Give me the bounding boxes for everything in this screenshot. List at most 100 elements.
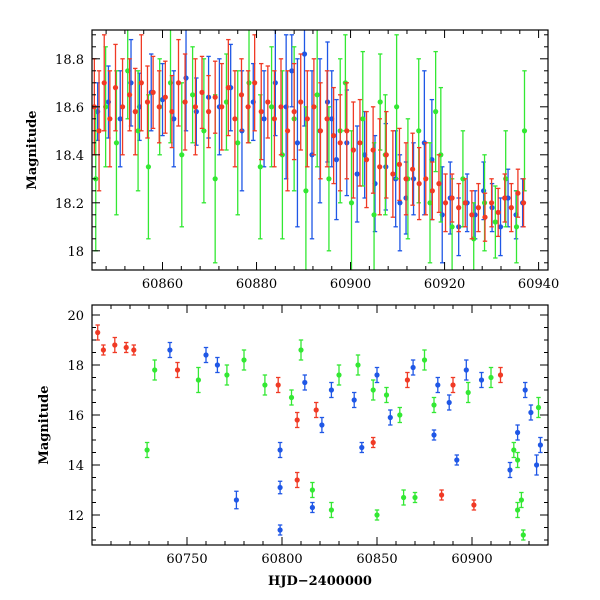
data-layer — [92, 30, 528, 270]
data-point — [182, 99, 188, 105]
data-point — [333, 157, 340, 163]
data-point — [449, 224, 455, 230]
data-point — [363, 157, 370, 163]
data-point — [431, 432, 437, 438]
data-point — [119, 104, 126, 110]
data-point — [495, 209, 501, 215]
data-point — [245, 104, 251, 110]
data-point — [275, 382, 281, 388]
data-point — [497, 224, 504, 230]
data-point — [257, 164, 263, 170]
data-point — [377, 99, 383, 105]
data-point — [132, 109, 138, 115]
series-red — [92, 34, 527, 242]
data-point — [258, 109, 264, 115]
data-point — [162, 94, 168, 100]
data-point — [465, 389, 471, 396]
data-point — [404, 377, 410, 383]
data-point — [212, 176, 218, 182]
data-point — [95, 329, 101, 336]
data-point — [374, 372, 380, 378]
data-point — [513, 224, 520, 230]
data-point — [179, 152, 185, 158]
data-point — [488, 200, 495, 206]
data-point — [301, 51, 308, 57]
data-point — [298, 99, 304, 105]
data-point — [520, 532, 526, 538]
data-point — [371, 212, 377, 218]
data-point — [507, 467, 513, 473]
data-point — [112, 85, 119, 91]
x-tick-label: 60860 — [142, 277, 183, 292]
data-point — [309, 504, 315, 511]
y-axis-title: Magnitude — [25, 110, 40, 189]
data-point — [302, 379, 308, 386]
data-point — [410, 166, 416, 172]
y-tick-label: 18.2 — [55, 197, 84, 212]
data-point — [433, 109, 439, 115]
data-point — [515, 190, 521, 196]
data-point — [446, 399, 452, 406]
data-point — [294, 477, 300, 483]
data-point — [238, 92, 245, 98]
data-point — [156, 104, 162, 110]
data-point — [331, 133, 337, 139]
x-tick-label: 60750 — [166, 552, 207, 567]
x-axis-title: HJD−2400000 — [268, 574, 372, 589]
x-tick-label: 60920 — [424, 277, 465, 292]
data-point — [421, 357, 428, 363]
data-point — [309, 487, 315, 493]
data-point — [246, 80, 252, 86]
data-point — [521, 128, 528, 134]
data-point — [439, 492, 445, 498]
x-tick-label: 60880 — [236, 277, 277, 292]
data-point — [294, 140, 301, 146]
y-tick-label: 16 — [67, 409, 84, 424]
data-point — [442, 200, 449, 206]
data-point — [535, 404, 542, 411]
data-point — [528, 409, 534, 416]
y-tick-label: 18.4 — [55, 149, 84, 164]
data-point — [427, 200, 433, 206]
data-point — [205, 109, 212, 115]
data-point — [350, 147, 356, 153]
data-point — [190, 92, 196, 98]
data-point — [423, 176, 429, 182]
data-point — [324, 116, 330, 122]
data-point — [492, 219, 498, 225]
data-point — [113, 140, 120, 146]
data-point — [214, 362, 220, 368]
data-point — [534, 462, 540, 468]
data-point — [233, 497, 239, 503]
data-point — [390, 171, 396, 177]
data-point — [268, 104, 275, 110]
data-point — [183, 75, 189, 81]
data-point — [112, 342, 118, 348]
data-point — [488, 374, 494, 381]
data-point — [144, 99, 151, 105]
data-point — [370, 387, 376, 393]
data-point — [150, 89, 156, 95]
y-tick-label: 18 — [67, 245, 84, 260]
data-point — [374, 512, 380, 518]
data-point — [328, 387, 334, 393]
data-point — [313, 407, 319, 413]
y-tick-label: 14 — [67, 459, 84, 474]
data-point — [288, 394, 295, 401]
data-point — [195, 377, 201, 383]
data-point — [396, 161, 403, 167]
data-point — [416, 128, 422, 134]
data-point — [397, 412, 403, 418]
data-point — [336, 372, 342, 378]
data-point — [277, 527, 283, 533]
top-panel: 60860 60880 60900 60920 60940 18 18.2 18.4 18.6 1… — [25, 29, 559, 292]
data-point — [294, 417, 300, 423]
y-tick-label: 12 — [67, 509, 84, 524]
data-point — [383, 152, 389, 158]
data-point — [174, 367, 181, 373]
data-point — [520, 200, 527, 206]
data-point — [167, 347, 173, 353]
data-point — [383, 392, 390, 398]
data-point — [138, 80, 144, 86]
data-point — [212, 94, 218, 100]
